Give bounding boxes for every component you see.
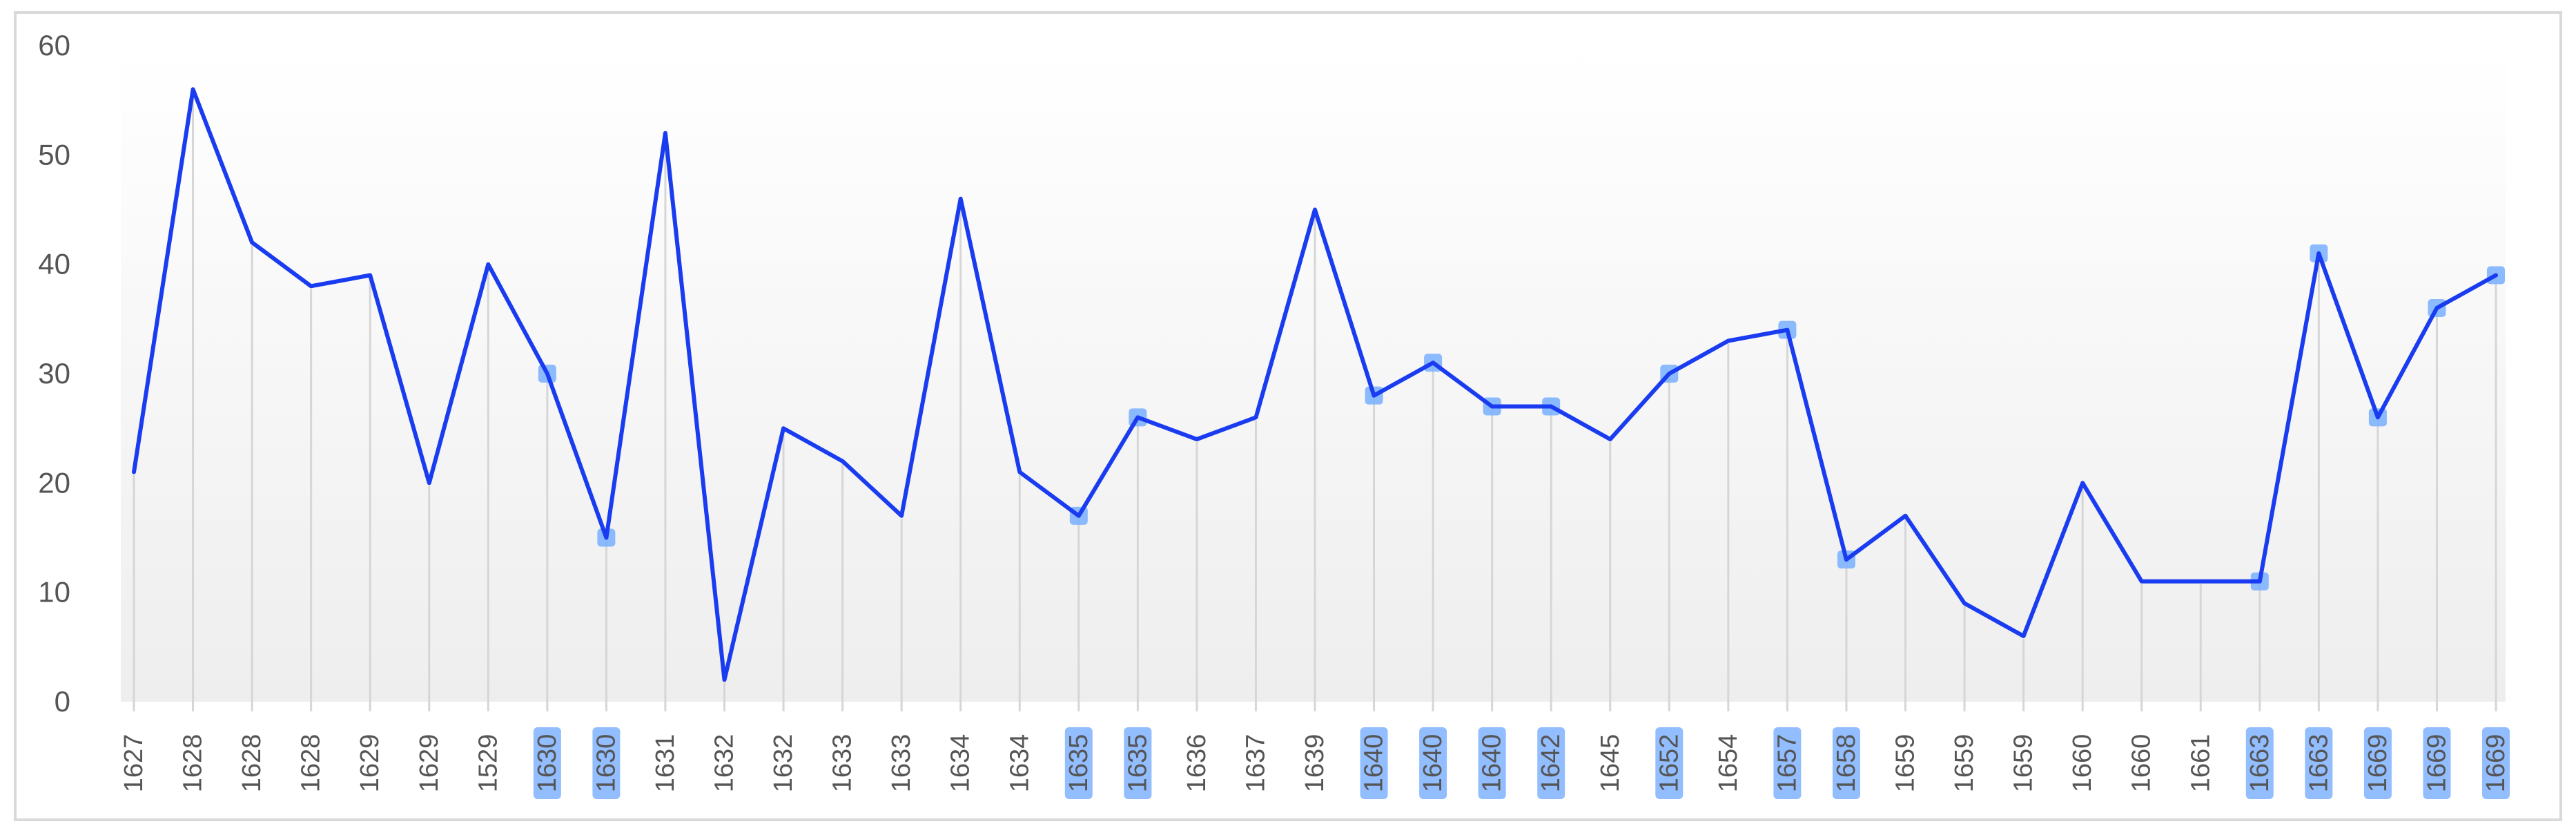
y-tick-label: 60 — [38, 29, 70, 61]
x-tick-label: 1631 — [651, 734, 680, 793]
x-label-highlight — [1537, 727, 1565, 799]
x-tick-label: 1645 — [1596, 734, 1625, 793]
x-label-highlight — [533, 727, 561, 799]
x-tick-label: 1628 — [179, 734, 208, 793]
x-tick-label: 1652 — [1655, 734, 1684, 793]
x-label-highlight — [2305, 727, 2333, 799]
x-label-highlight — [1655, 727, 1684, 799]
x-tick-label: 1628 — [297, 734, 326, 793]
x-tick-label: 1663 — [2304, 734, 2333, 793]
x-label-highlight — [1124, 727, 1152, 799]
series-line — [132, 87, 2498, 682]
x-tick-label: 1637 — [1241, 734, 1270, 793]
x-tick-label: 1661 — [2186, 734, 2215, 793]
x-tick-label: 1669 — [2363, 734, 2392, 793]
x-tick-label: 1633 — [887, 734, 916, 793]
x-tick-label: 1633 — [828, 734, 857, 793]
x-tick-label: 1636 — [1182, 734, 1211, 793]
y-tick-label: 20 — [38, 466, 70, 499]
x-tick-label: 1658 — [1832, 734, 1861, 793]
x-tick-label: 1629 — [355, 734, 384, 793]
x-tick-label: 1635 — [1064, 734, 1093, 793]
x-tick-label: 1654 — [1714, 734, 1743, 793]
x-label-highlights — [533, 727, 2510, 799]
x-tick-label: 1640 — [1478, 734, 1507, 793]
x-tick-label: 1640 — [1418, 734, 1447, 793]
x-axis-ticks: 1627 1628 1628 1628 1629 1629 1529 1630 1630 1631… — [119, 734, 2510, 793]
x-tick-label: 1627 — [119, 734, 148, 793]
y-tick-label: 40 — [38, 248, 70, 280]
plot-area-background — [121, 46, 2506, 702]
vertical-grid — [133, 92, 2497, 711]
y-tick-label: 30 — [38, 357, 70, 390]
x-tick-label: 1630 — [592, 734, 621, 793]
x-tick-label: 1640 — [1360, 734, 1389, 793]
x-label-highlight — [1832, 727, 1860, 799]
x-tick-label: 1669 — [2481, 734, 2510, 793]
x-label-highlight — [592, 727, 621, 799]
y-axis-ticks: 0 10 20 30 40 50 60 — [38, 29, 70, 718]
x-tick-label: 1628 — [237, 734, 266, 793]
y-tick-label: 10 — [38, 576, 70, 608]
x-tick-label: 1659 — [1891, 734, 1920, 793]
x-tick-label: 1642 — [1536, 734, 1565, 793]
x-tick-label: 1630 — [533, 734, 562, 793]
x-tick-label: 1639 — [1300, 734, 1329, 793]
y-tick-label: 0 — [55, 685, 70, 718]
x-label-highlight — [2423, 727, 2451, 799]
x-tick-label: 1632 — [769, 734, 798, 793]
x-label-highlight — [1773, 727, 1802, 799]
x-tick-label: 1634 — [946, 734, 975, 793]
x-tick-label: 1659 — [2009, 734, 2038, 793]
x-tick-label: 1657 — [1773, 734, 1802, 793]
x-tick-label: 1660 — [2127, 734, 2156, 793]
x-tick-label: 1659 — [1950, 734, 1979, 793]
x-label-highlight — [1419, 727, 1447, 799]
x-label-highlight — [2245, 727, 2274, 799]
x-label-highlight — [1360, 727, 1388, 799]
x-tick-label: 1635 — [1123, 734, 1152, 793]
x-label-highlight — [2482, 727, 2510, 799]
x-tick-label: 1632 — [710, 734, 739, 793]
x-tick-label: 1663 — [2245, 734, 2274, 793]
x-tick-label: 1669 — [2422, 734, 2451, 793]
x-tick-label: 1529 — [474, 734, 502, 793]
x-label-highlight — [1478, 727, 1506, 799]
x-tick-label: 1634 — [1005, 734, 1034, 793]
y-tick-label: 50 — [38, 138, 70, 171]
x-label-highlight — [2363, 727, 2392, 799]
x-tick-label: 1629 — [415, 734, 444, 793]
x-label-highlight — [1064, 727, 1093, 799]
x-tick-label: 1660 — [2068, 734, 2097, 793]
